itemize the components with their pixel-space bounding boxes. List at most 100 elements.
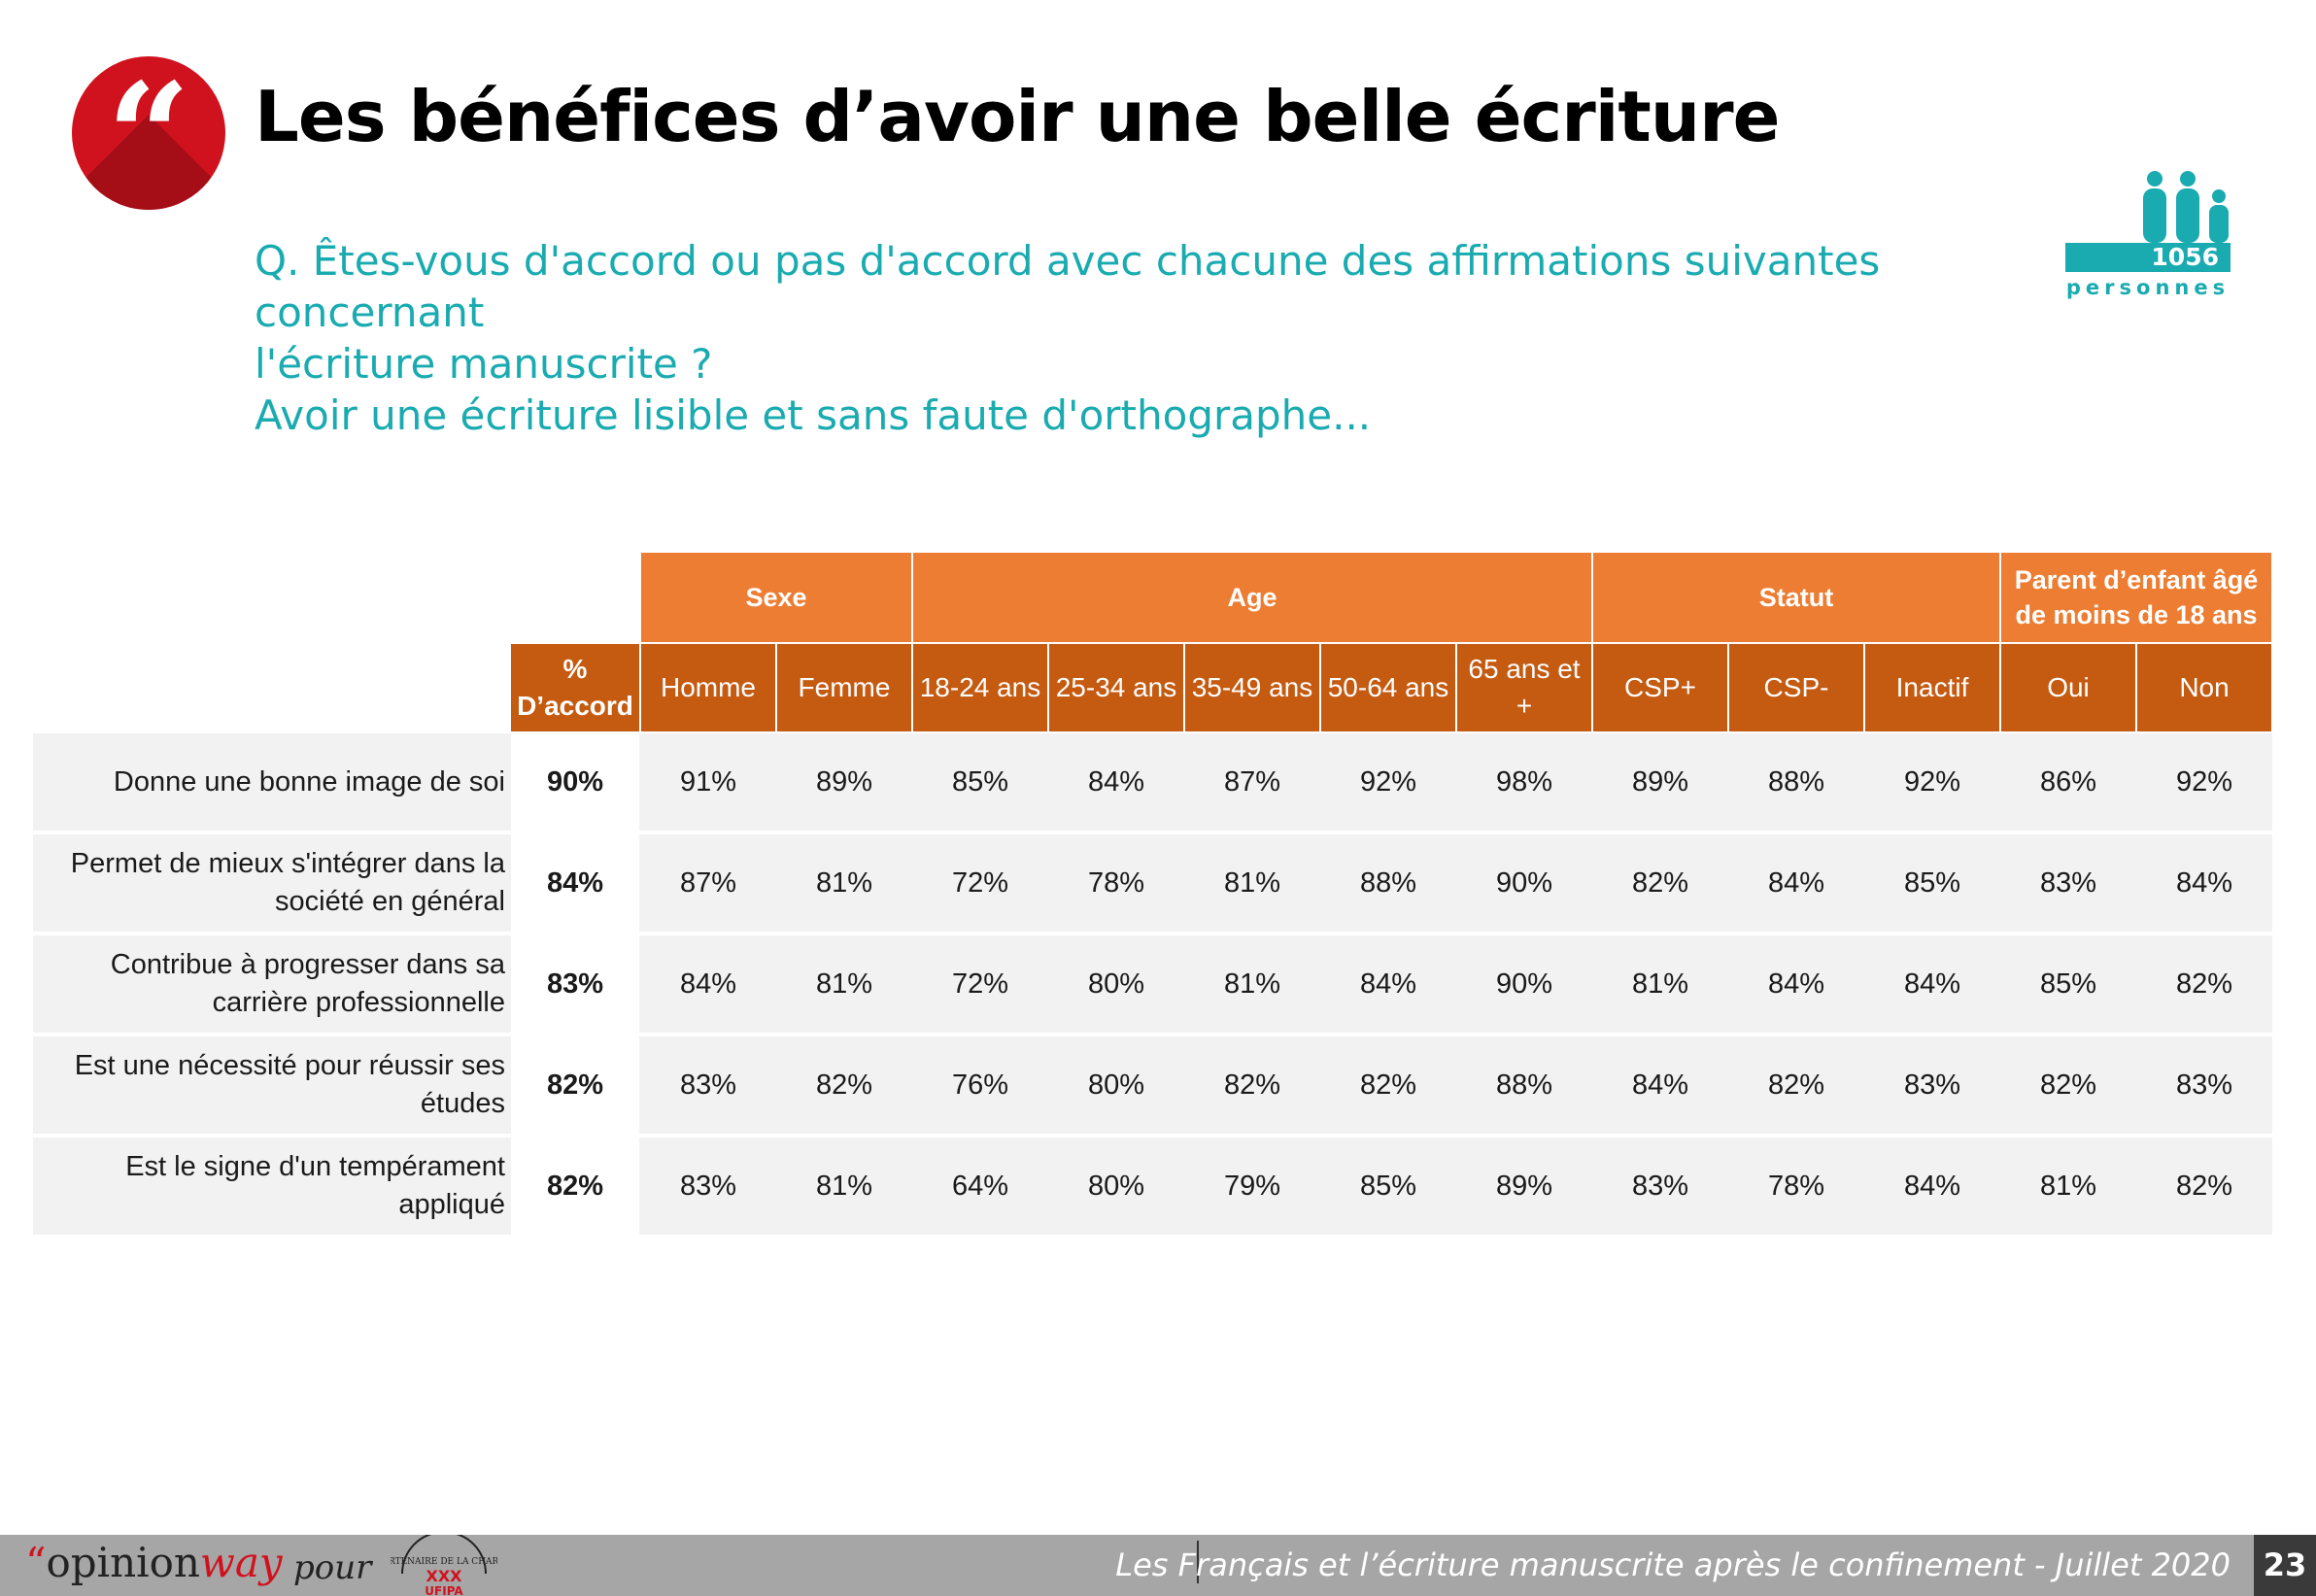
data-cell: 92% xyxy=(2175,765,2233,798)
data-cell: 83% xyxy=(679,1069,737,1101)
data-cell: 92% xyxy=(1903,765,1961,798)
svg-text:XXX: XXX xyxy=(426,1567,462,1585)
data-cell: 82% xyxy=(815,1069,873,1101)
footer-caption: Les Français et l’écriture manuscrite ap… xyxy=(1115,1546,2231,1583)
data-cell: 84% xyxy=(1087,765,1145,798)
group-header: Age xyxy=(913,553,1591,642)
group-header: Sexe xyxy=(641,553,911,642)
column-header: 25-34 ans xyxy=(1049,644,1183,731)
data-cell: 88% xyxy=(1767,765,1825,798)
data-cell: 84% xyxy=(1359,968,1417,1000)
question-text: Q. Êtes-vous d'accord ou pas d'accord av… xyxy=(255,235,2061,441)
data-cell: 84% xyxy=(1903,968,1961,1000)
data-cell: 98% xyxy=(1495,765,1553,798)
column-header: Inactif xyxy=(1865,644,1999,731)
data-cell: 81% xyxy=(815,1170,873,1202)
data-cell: 84% xyxy=(1767,968,1825,1000)
data-cell: 87% xyxy=(1223,765,1281,798)
data-cell: 83% xyxy=(679,1170,737,1202)
data-cell: 81% xyxy=(1223,866,1281,899)
column-header: CSP- xyxy=(1729,644,1863,731)
column-header: Homme xyxy=(641,644,775,731)
data-cell: 89% xyxy=(1495,1170,1553,1202)
data-cell: 88% xyxy=(1495,1069,1553,1101)
question-line-2: l'écriture manuscrite ? xyxy=(255,340,713,388)
data-cell: 83% xyxy=(1903,1069,1961,1101)
partner-seal-logo: PARTENAIRE DE LA CHARTE XXX UFIPA xyxy=(391,1535,497,1596)
column-header: CSP+ xyxy=(1593,644,1727,731)
sample-size-label: personnes xyxy=(2065,276,2231,299)
data-cell: 80% xyxy=(1087,968,1145,1000)
data-cell: 85% xyxy=(1359,1170,1417,1202)
data-cell: 72% xyxy=(951,968,1009,1000)
column-header: Femme xyxy=(777,644,911,731)
row-label: Donne une bonne image de soi xyxy=(113,765,505,798)
question-line-3: Avoir une écriture lisible et sans faute… xyxy=(255,391,1372,439)
data-cell: 92% xyxy=(1359,765,1417,798)
row-label: Est une nécessité pour réussir ses étude… xyxy=(74,1050,505,1119)
data-cell: 82% xyxy=(1767,1069,1825,1101)
row-label: Contribue à progresser dans sa carrière … xyxy=(110,949,505,1018)
question-line-1: Q. Êtes-vous d'accord ou pas d'accord av… xyxy=(255,237,1881,336)
data-cell: 82% xyxy=(1223,1069,1281,1101)
data-cell: 81% xyxy=(815,968,873,1000)
data-cell: 82% xyxy=(1359,1069,1417,1101)
footer-bar: “opinionway pour PARTENAIRE DE LA CHARTE… xyxy=(0,1535,2316,1596)
total-column-header: % D’accord xyxy=(511,644,639,731)
column-header: Non xyxy=(2137,644,2271,731)
data-cell: 85% xyxy=(951,765,1009,798)
data-cell: 72% xyxy=(951,866,1009,899)
footer-divider xyxy=(1197,1541,1199,1583)
data-cell: 83% xyxy=(1631,1170,1689,1202)
svg-text:PARTENAIRE DE LA CHARTE: PARTENAIRE DE LA CHARTE xyxy=(391,1557,497,1567)
data-cell: 84% xyxy=(1903,1170,1961,1202)
total-value: 82% xyxy=(511,1036,639,1134)
quote-glyph: “ xyxy=(106,56,191,210)
data-cell: 82% xyxy=(2175,1170,2233,1202)
opinionway-logo: “opinionway xyxy=(25,1539,283,1586)
total-value: 84% xyxy=(511,834,639,932)
data-cell: 89% xyxy=(815,765,873,798)
data-cell: 83% xyxy=(2175,1069,2233,1101)
row-label: Est le signe d'un tempérament appliqué xyxy=(125,1151,505,1220)
data-cell: 64% xyxy=(951,1170,1009,1202)
page-number: 23 xyxy=(2254,1535,2316,1596)
data-cell: 81% xyxy=(1223,968,1281,1000)
data-cell: 90% xyxy=(1495,968,1553,1000)
sample-size-badge: 1056 personnes xyxy=(2065,169,2231,305)
group-header: Parent d’enfant âgé de moins de 18 ans xyxy=(2001,553,2271,642)
table-row xyxy=(33,834,2272,932)
data-cell: 84% xyxy=(1767,866,1825,899)
column-header: 65 ans et + xyxy=(1457,644,1591,731)
data-cell: 83% xyxy=(2039,866,2097,899)
total-value: 83% xyxy=(511,935,639,1033)
data-cell: 76% xyxy=(951,1069,1009,1101)
data-cell: 87% xyxy=(679,866,737,899)
data-cell: 84% xyxy=(679,968,737,1000)
table-row xyxy=(33,733,2272,831)
data-cell: 79% xyxy=(1223,1170,1281,1202)
quote-badge-icon: “ xyxy=(72,56,225,210)
data-cell: 89% xyxy=(1631,765,1689,798)
table-row xyxy=(33,1138,2272,1235)
people-icon xyxy=(2143,171,2229,243)
row-label: Permet de mieux s'intégrer dans la socié… xyxy=(70,848,505,917)
data-cell: 85% xyxy=(2039,968,2097,1000)
data-cell: 82% xyxy=(2039,1069,2097,1101)
total-value: 90% xyxy=(511,733,639,831)
data-cell: 81% xyxy=(1631,968,1689,1000)
data-cell: 82% xyxy=(2175,968,2233,1000)
data-cell: 81% xyxy=(815,866,873,899)
column-header: 50-64 ans xyxy=(1321,644,1455,731)
data-cell: 80% xyxy=(1087,1069,1145,1101)
data-cell: 84% xyxy=(2175,866,2233,899)
table-row xyxy=(33,935,2272,1033)
page-title: Les bénéfices d’avoir une belle écriture xyxy=(255,76,1780,157)
group-header: Statut xyxy=(1593,553,1999,642)
data-cell: 78% xyxy=(1767,1170,1825,1202)
sample-size-value: 1056 xyxy=(2065,243,2231,272)
column-header: 35-49 ans xyxy=(1185,644,1319,731)
table-row xyxy=(33,1036,2272,1134)
data-cell: 78% xyxy=(1087,866,1145,899)
total-value: 82% xyxy=(511,1138,639,1235)
